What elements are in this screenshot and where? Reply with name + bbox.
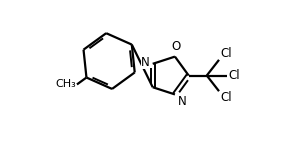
Text: Cl: Cl	[221, 47, 232, 60]
Text: N: N	[178, 95, 187, 108]
Text: CH₃: CH₃	[55, 79, 76, 89]
Text: Cl: Cl	[228, 69, 240, 82]
Text: O: O	[171, 40, 181, 53]
Text: N: N	[141, 56, 149, 69]
Text: Cl: Cl	[221, 91, 232, 104]
